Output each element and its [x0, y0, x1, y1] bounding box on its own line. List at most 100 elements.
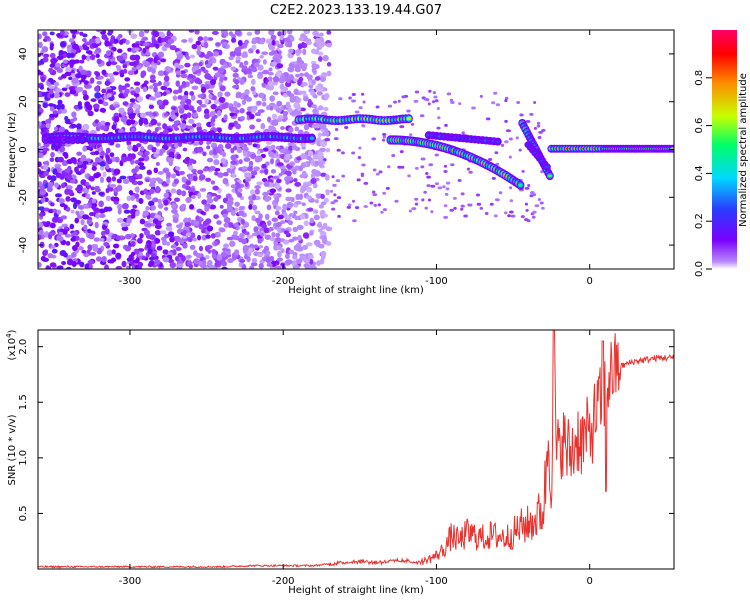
spectrogram-noise-cell — [491, 101, 496, 105]
spectrogram-noise-cell — [232, 230, 238, 236]
spectrogram-noise-cell — [82, 187, 88, 193]
spectrogram-noise-cell — [397, 99, 401, 103]
spectrogram-noise-cell — [309, 258, 314, 265]
spectrogram-noise-cell — [255, 49, 260, 54]
spectrogram-noise-cell — [315, 84, 321, 92]
spectrogram-noise-cell — [254, 185, 261, 190]
spectrogram-noise-cell — [521, 169, 525, 173]
spectrogram-noise-cell — [109, 183, 117, 188]
spectrogram-noise-cell — [199, 188, 207, 192]
spectrogram-noise-cell — [191, 194, 196, 199]
spectrogram-noise-cell — [164, 66, 172, 72]
spectrogram-noise-cell — [272, 91, 279, 96]
spectrogram-noise-cell — [122, 179, 130, 184]
spectrogram-noise-cell — [101, 109, 106, 113]
spectrogram-noise-cell — [69, 179, 76, 184]
spectrogram-noise-cell — [51, 248, 58, 254]
spectrogram-noise-cell — [297, 105, 302, 112]
spectrogram-noise-cell — [504, 140, 509, 144]
spectrogram-noise-cell — [189, 204, 195, 210]
spectrogram-noise-cell — [62, 59, 68, 64]
spectrogram-noise-cell — [262, 191, 269, 197]
spectrogram-noise-cell — [156, 61, 161, 66]
spectrogram-noise-cell — [60, 30, 65, 36]
spectrogram-noise-cell — [136, 95, 144, 103]
colorbar-gradient — [712, 30, 737, 269]
spectrogram-noise-cell — [430, 210, 434, 214]
spectrogram-noise-cell — [337, 214, 341, 218]
spectrogram-x-ticks: -300 -200 -100 0 — [119, 30, 593, 287]
spectrogram-noise-cell — [177, 252, 183, 258]
spectrogram-noise-cell — [278, 172, 283, 177]
spectrogram-noise-cell — [41, 91, 48, 97]
spectrogram-noise-cell — [325, 190, 330, 196]
spectrogram-noise-cell — [458, 102, 462, 106]
spectrogram-noise-cell — [176, 263, 184, 268]
spectrogram-noise-cell — [124, 245, 132, 252]
spectrogram-noise-cell — [444, 192, 449, 196]
spectrogram-noise-cell — [81, 38, 87, 43]
spectrogram-noise-cell — [170, 188, 177, 194]
spectrogram-noise-cell — [424, 206, 428, 210]
spectrogram-noise-cell — [293, 210, 298, 215]
spectrogram-noise-cell — [233, 100, 238, 107]
spectrogram-noise-cell — [406, 109, 411, 113]
spectrogram-noise-cell — [135, 210, 140, 217]
spectrogram-noise-cell — [277, 44, 284, 49]
spectrogram-noise-cell — [188, 264, 194, 269]
spectrogram-noise-cell — [80, 219, 85, 226]
spectrogram-noise-cell — [275, 221, 282, 228]
spectrogram-noise-cell — [136, 143, 142, 148]
spectrogram-noise-cell — [151, 38, 157, 45]
spectrogram-noise-cell — [500, 143, 505, 147]
snr-y-tick-label: 2.0 — [18, 339, 29, 355]
spectrogram-noise-cell — [287, 42, 293, 48]
spectrogram-noise-cell — [244, 177, 252, 182]
spectrogram-noise-cell — [52, 168, 58, 175]
spectrogram-noise-cell — [222, 172, 229, 177]
spectrogram-y-ticks: 40 20 0 -20 -40 — [18, 48, 674, 253]
spectrogram-noise-cell — [191, 85, 199, 90]
spectrogram-noise-cell — [154, 229, 161, 236]
spectrogram-noise-cell — [130, 33, 138, 39]
spectrogram-noise-cell — [208, 94, 213, 99]
spectrogram-noise-cell — [413, 99, 419, 103]
spectrogram-noise-cell — [157, 171, 164, 175]
spectrogram-noise-cell — [351, 199, 356, 203]
spectrogram-noise-cell — [139, 218, 146, 225]
spectrogram-noise-cell — [303, 123, 310, 131]
spectrogram-noise-cell — [163, 192, 170, 199]
spectrogram-noise-cell — [183, 94, 188, 100]
spectrogram-noise-cell — [152, 197, 159, 203]
spectrogram-noise-cell — [346, 205, 352, 209]
spectrogram-noise-cell — [311, 79, 316, 85]
spectrogram-noise-cell — [162, 249, 169, 255]
spectrogram-noise-cell — [106, 237, 112, 243]
spectrogram-noise-cell — [525, 119, 531, 123]
spectrogram-noise-cell — [320, 250, 327, 258]
spectrogram-band-cell — [495, 140, 500, 143]
spectrogram-noise-cell — [134, 108, 140, 115]
spectrogram-noise-cell — [457, 179, 462, 183]
spectrogram-noise-cell — [172, 89, 179, 95]
spectrogram-noise-cell — [166, 142, 173, 147]
spectrogram-noise-cell — [190, 219, 196, 226]
spectrogram-band-cell — [309, 136, 315, 140]
spectrogram-noise-cell — [203, 113, 210, 120]
spectrogram-noise-cell — [276, 265, 282, 269]
spectrogram-noise-cell — [266, 204, 272, 211]
spectrogram-noise-cell — [387, 165, 391, 169]
spectrogram-noise-cell — [219, 85, 226, 92]
spectrogram-noise-cell — [139, 233, 144, 239]
spectrogram-noise-cell — [150, 204, 156, 211]
spectrogram-x-tick-label: -200 — [272, 276, 295, 287]
spectrogram-noise-cell — [144, 111, 152, 116]
spectrogram-noise-cell — [237, 188, 243, 193]
spectrogram-noise-cell — [202, 151, 207, 157]
spectrogram-noise-cell — [105, 195, 111, 202]
spectrogram-noise-cell — [371, 137, 377, 141]
spectrogram-noise-cell — [382, 135, 387, 139]
spectrogram-noise-cell — [296, 245, 303, 252]
spectrogram-noise-cell — [232, 145, 238, 151]
snr-y-tick-label: 1.5 — [18, 394, 29, 410]
